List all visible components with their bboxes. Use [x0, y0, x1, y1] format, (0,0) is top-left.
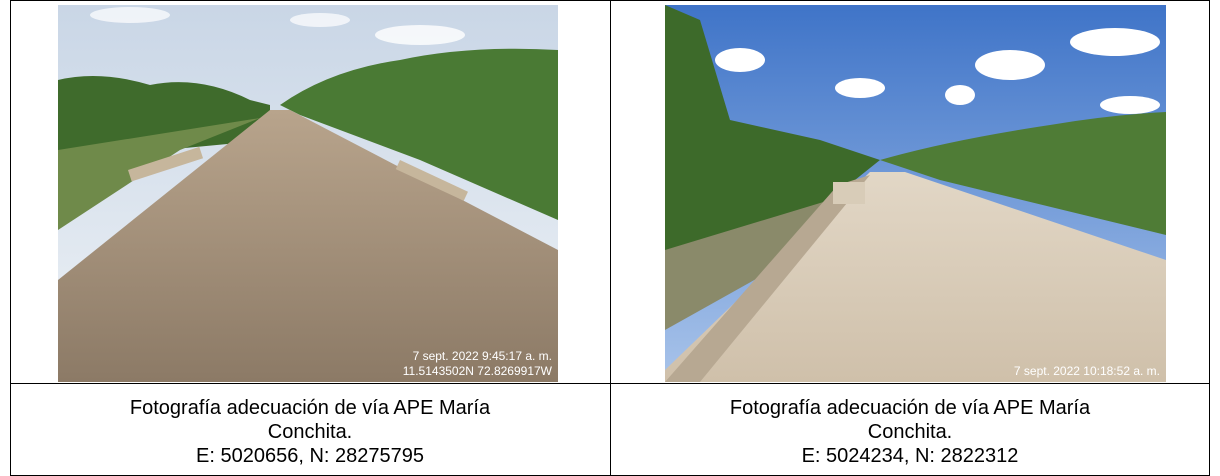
photo-timestamp: 7 sept. 2022 9:45:17 a. m. [413, 349, 552, 363]
document-table: 7 sept. 2022 9:45:17 a. m. 11.5143502N 7… [0, 0, 1220, 476]
photo: 7 sept. 2022 10:18:52 a. m. [665, 5, 1166, 382]
caption-line: E: 5020656, N: 28275795 [196, 445, 424, 467]
caption-line: Conchita. [868, 421, 953, 443]
photo-timestamp: 7 sept. 2022 10:18:52 a. m. [1014, 364, 1160, 378]
page: 7 sept. 2022 9:45:17 a. m. 11.5143502N 7… [0, 0, 1220, 476]
caption: Fotografía adecuación de vía APE María C… [730, 397, 1091, 467]
caption-line: Conchita. [268, 421, 353, 443]
caption-line: Fotografía adecuación de vía APE María [130, 397, 491, 419]
caption: Fotografía adecuación de vía APE María C… [130, 397, 491, 467]
photo-coordinates: 11.5143502N 72.8269917W [403, 364, 553, 378]
caption-line: E: 5024234, N: 2822312 [802, 445, 1019, 467]
caption-line: Fotografía adecuación de vía APE María [730, 397, 1091, 419]
photo: 7 sept. 2022 9:45:17 a. m. 11.5143502N 7… [58, 5, 558, 382]
